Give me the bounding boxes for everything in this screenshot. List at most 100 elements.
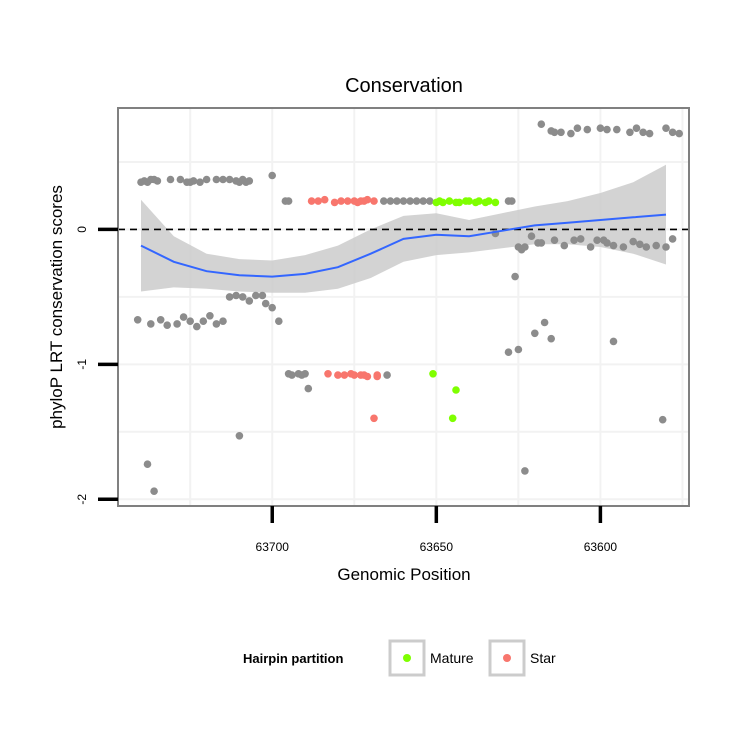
data-point-other xyxy=(133,316,142,324)
data-point-other xyxy=(596,124,605,132)
data-point-mature xyxy=(452,386,460,394)
legend-label-star: Star xyxy=(530,650,556,666)
data-points xyxy=(133,120,683,496)
data-point-other xyxy=(547,334,555,343)
data-point-mature xyxy=(475,197,483,205)
data-point-other xyxy=(393,197,401,205)
data-point-other xyxy=(619,243,628,251)
data-point-star xyxy=(363,195,372,204)
data-point-mature xyxy=(491,198,500,207)
data-point-other xyxy=(166,175,175,184)
chart-title: Conservation xyxy=(345,75,463,97)
data-point-other xyxy=(284,197,293,205)
legend-label-mature: Mature xyxy=(430,650,474,666)
data-point-other xyxy=(202,175,211,184)
data-point-other xyxy=(399,197,408,205)
confidence-ribbon-layer xyxy=(141,164,666,293)
data-point-star xyxy=(307,197,316,205)
legend-title: Hairpin partition xyxy=(243,651,343,666)
data-point-other xyxy=(245,177,254,185)
data-point-other xyxy=(504,348,513,357)
data-point-other xyxy=(675,129,683,138)
data-point-other xyxy=(629,237,637,246)
data-point-other xyxy=(583,125,592,134)
data-point-other xyxy=(212,320,221,328)
data-point-other xyxy=(406,197,414,205)
data-point-other xyxy=(245,297,254,305)
data-point-other xyxy=(196,178,204,186)
data-point-other xyxy=(668,235,677,243)
data-point-other xyxy=(603,239,611,247)
data-point-other xyxy=(143,460,152,469)
data-point-other xyxy=(150,487,158,496)
data-point-other xyxy=(238,293,247,301)
x-axis-title: Genomic Position xyxy=(337,565,470,584)
data-point-mature xyxy=(465,197,473,205)
data-point-other xyxy=(645,129,654,138)
data-point-other xyxy=(550,236,559,244)
data-point-other xyxy=(225,175,234,184)
data-point-other xyxy=(658,415,667,424)
data-point-star xyxy=(340,371,349,379)
data-point-star xyxy=(334,371,342,379)
x-tick-label: 63600 xyxy=(584,540,618,554)
data-point-other xyxy=(147,320,155,328)
data-point-other xyxy=(153,177,162,185)
data-point-other xyxy=(613,125,621,134)
data-point-star xyxy=(330,198,339,207)
data-point-other xyxy=(531,329,539,338)
data-point-other xyxy=(288,371,296,379)
data-point-other xyxy=(304,384,313,393)
data-point-other xyxy=(176,175,185,184)
data-point-other xyxy=(186,317,194,326)
data-point-other xyxy=(252,291,260,300)
data-point-mature xyxy=(448,414,457,423)
data-point-other xyxy=(268,171,277,180)
data-point-other xyxy=(603,125,611,134)
data-point-mature xyxy=(445,197,454,205)
panel-border xyxy=(117,107,690,507)
data-point-other xyxy=(212,175,221,184)
data-point-other xyxy=(179,313,188,321)
grid-lines xyxy=(118,108,689,506)
data-point-other xyxy=(199,317,208,326)
confidence-ribbon xyxy=(141,164,666,293)
y-tick-label: -1 xyxy=(75,359,89,370)
x-axis: 63700 63650 63600 xyxy=(256,506,618,554)
data-point-other xyxy=(560,241,569,250)
data-point-other xyxy=(639,128,647,137)
data-point-other xyxy=(225,293,234,301)
data-point-other xyxy=(268,303,277,312)
data-point-star xyxy=(370,197,378,205)
data-point-other xyxy=(557,128,565,137)
data-point-star xyxy=(320,195,329,204)
data-point-other xyxy=(662,124,670,132)
data-point-mature xyxy=(455,198,464,207)
data-point-other xyxy=(261,299,270,308)
data-point-other xyxy=(609,337,618,346)
data-point-other xyxy=(567,129,575,138)
data-point-mature xyxy=(485,197,493,205)
data-point-other xyxy=(386,197,395,205)
data-point-other xyxy=(412,197,421,205)
data-point-other xyxy=(508,197,516,205)
legend-key-mature xyxy=(403,654,411,662)
data-point-other xyxy=(586,243,595,251)
data-point-star xyxy=(363,372,372,381)
data-point-other xyxy=(206,312,214,320)
data-point-other xyxy=(668,128,677,137)
data-point-other xyxy=(662,243,670,251)
smooth-line-layer xyxy=(140,213,667,278)
data-point-other xyxy=(511,272,519,281)
data-point-other xyxy=(156,316,165,324)
data-point-other xyxy=(636,240,644,249)
data-point-star xyxy=(373,372,382,381)
data-point-other xyxy=(632,124,641,132)
data-point-other xyxy=(540,318,549,327)
data-point-other xyxy=(527,232,536,240)
data-point-star xyxy=(350,371,359,379)
data-point-other xyxy=(570,236,578,244)
data-point-other xyxy=(609,241,618,250)
data-point-other xyxy=(173,320,181,328)
data-point-other xyxy=(521,467,529,475)
